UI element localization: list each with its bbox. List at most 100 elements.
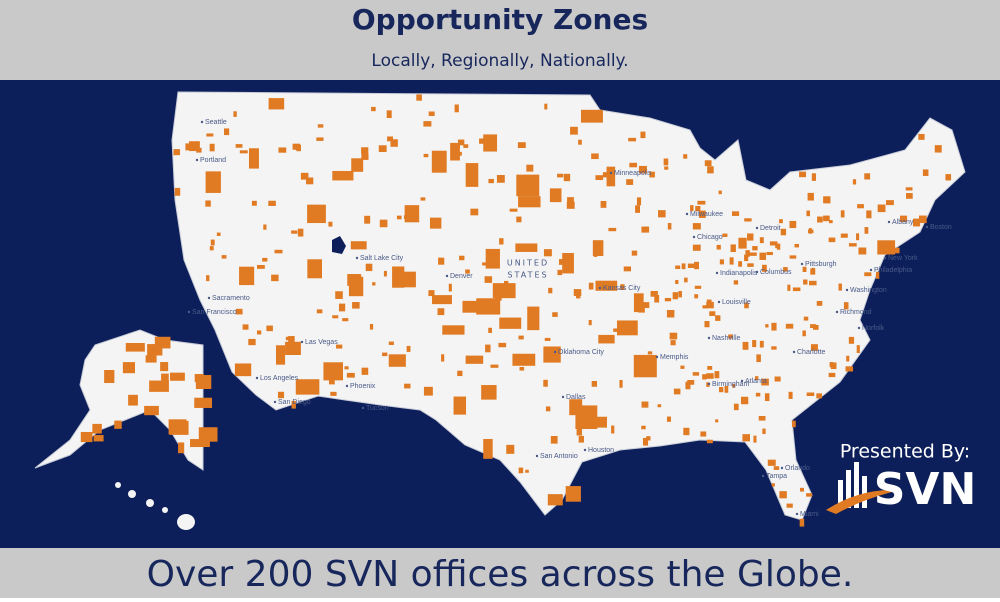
zone: [650, 290, 658, 297]
zone: [856, 233, 860, 241]
city-dot: [857, 326, 861, 330]
zone: [205, 200, 211, 207]
zone: [498, 342, 507, 348]
zone: [663, 158, 669, 166]
zone: [285, 341, 301, 356]
zone: [378, 145, 387, 153]
zone: [823, 215, 830, 222]
city-dot: [200, 120, 204, 124]
title: Opportunity Zones: [352, 3, 648, 36]
zone: [549, 188, 562, 203]
zone: [428, 111, 435, 116]
city-dot: [255, 376, 259, 380]
zone: [93, 435, 104, 442]
zone: [657, 404, 662, 408]
zone: [251, 200, 257, 206]
zone: [567, 197, 574, 204]
zone: [307, 204, 326, 224]
zone: [647, 351, 653, 355]
zone: [482, 262, 489, 266]
city-dot: [553, 350, 557, 354]
zone: [631, 250, 638, 256]
city-label: Detroit: [760, 225, 781, 232]
city-dot: [883, 256, 887, 260]
zone: [476, 298, 501, 315]
zone: [382, 352, 388, 357]
zone: [613, 328, 618, 332]
zone: [189, 141, 200, 152]
zone: [807, 192, 814, 201]
city-dot: [869, 268, 873, 272]
zone: [154, 336, 171, 349]
zone: [759, 252, 767, 260]
zone: [593, 253, 598, 257]
zone: [483, 134, 498, 152]
zone: [328, 221, 333, 227]
zone: [518, 196, 541, 208]
zone: [752, 340, 757, 348]
city-label: Orlando: [785, 465, 810, 472]
zone: [492, 283, 516, 299]
zone: [642, 302, 650, 308]
zone: [262, 257, 268, 262]
zone: [611, 425, 615, 434]
zone: [848, 336, 855, 344]
zone: [640, 131, 646, 139]
zone: [328, 376, 335, 385]
city-dot: [583, 448, 587, 452]
zone: [565, 486, 581, 502]
zone: [806, 392, 815, 397]
zone: [894, 247, 900, 254]
zone: [745, 250, 750, 257]
zone: [779, 219, 783, 224]
city-label: Dallas: [566, 394, 586, 401]
zone: [496, 174, 505, 183]
zone: [780, 228, 787, 236]
zone: [864, 173, 871, 180]
zone: [732, 384, 736, 388]
city-dot: [887, 220, 891, 224]
zone: [578, 435, 584, 443]
city-label: Salt Lake City: [360, 255, 404, 262]
city-dot: [707, 336, 711, 340]
zone: [388, 341, 394, 345]
zone: [499, 317, 522, 329]
city-label: San Francisco: [192, 309, 237, 316]
zone: [755, 392, 761, 397]
country-label: STATES: [507, 271, 548, 280]
zone: [588, 282, 594, 290]
zone: [667, 223, 672, 230]
city-dot: [740, 379, 744, 383]
zone: [275, 345, 286, 365]
zone: [806, 493, 813, 497]
zone: [709, 311, 716, 316]
zone: [149, 380, 169, 392]
city-label: Minneapolis: [614, 170, 652, 177]
zone: [544, 103, 548, 110]
zone: [235, 308, 243, 315]
zone: [351, 158, 364, 172]
great-salt-lake: [332, 236, 346, 254]
zone: [185, 143, 192, 151]
city-label: Atlanta: [745, 378, 767, 385]
zone: [811, 173, 816, 181]
zone: [810, 344, 818, 351]
zone: [332, 170, 354, 181]
zone: [744, 302, 749, 309]
zone: [392, 266, 405, 288]
city-label: Kansas City: [603, 285, 641, 292]
zone: [515, 243, 538, 252]
zone: [233, 111, 237, 117]
city-dot: [561, 395, 565, 399]
zone: [512, 353, 536, 366]
zone: [629, 162, 638, 168]
zone: [620, 284, 625, 290]
zone: [457, 139, 465, 146]
zone: [722, 233, 728, 238]
zone: [316, 137, 324, 141]
zone: [769, 241, 778, 246]
zone: [80, 431, 93, 443]
zone: [718, 387, 724, 393]
zone: [900, 215, 908, 223]
city-dot: [925, 225, 929, 229]
